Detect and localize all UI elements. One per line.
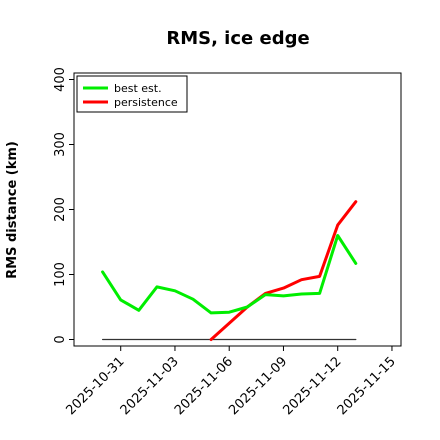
legend-label-best-est: best est. [114,82,162,95]
legend: best est. persistence [76,75,188,113]
y-tick-label: 100 [53,262,68,287]
y-axis: 0 100 200 300 400 [53,67,74,344]
y-tick-label: 400 [53,67,68,92]
series-layer [101,200,358,341]
legend-box [76,75,188,113]
y-axis-label: RMS distance (km) [5,141,20,279]
legend-label-persistence: persistence [114,96,178,109]
y-tick-label: 0 [53,335,68,343]
x-axis: 2025-10-312025-11-032025-11-062025-11-09… [64,346,399,418]
series-line-persistence [209,200,358,341]
chart-title: RMS, ice edge [166,28,309,49]
x-tick-label: 2025-11-15 [335,354,399,418]
y-tick-label: 300 [53,132,68,157]
series-line-best-est [101,234,358,315]
plot-frame [73,72,402,347]
y-tick-label: 200 [53,197,68,222]
